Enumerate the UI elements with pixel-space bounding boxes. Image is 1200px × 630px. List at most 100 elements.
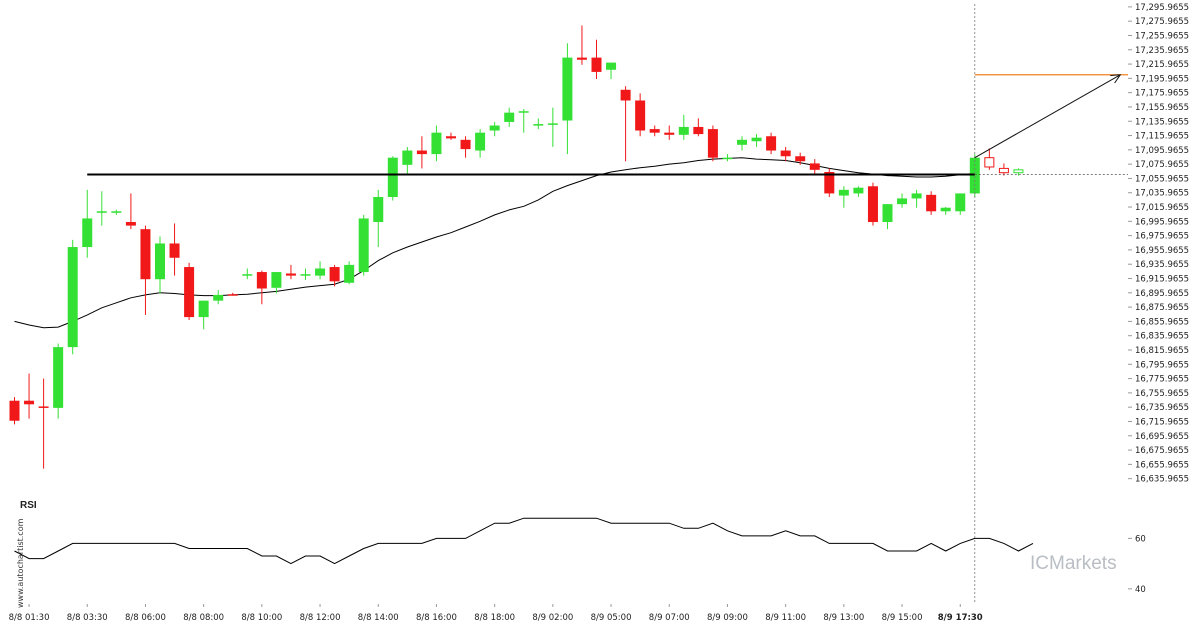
- candle: [737, 136, 747, 151]
- candle: [795, 152, 806, 165]
- price-tick-label: 17,255.9655: [1135, 31, 1189, 41]
- candle-body: [955, 193, 966, 212]
- candle: [780, 146, 791, 162]
- candle-body: [737, 139, 747, 145]
- candle-body: [431, 132, 442, 155]
- candle: [707, 125, 718, 162]
- main-panel: 17,295.9655 17,275.9655 17,255.9655 17,235.…: [9, 3, 1189, 604]
- candle-body: [897, 198, 908, 205]
- candle: [111, 209, 122, 215]
- rsi-tick-label: 40: [1135, 585, 1146, 595]
- watermark: www.autochartist.com: [16, 518, 25, 608]
- candle: [606, 62, 617, 80]
- candle: [315, 261, 326, 280]
- price-tick-label: 16,915.9655: [1135, 275, 1189, 285]
- price-tick-label: 16,895.9655: [1135, 289, 1189, 299]
- candle: [664, 125, 675, 140]
- candle-body: [853, 187, 864, 194]
- candle-body: [242, 274, 253, 276]
- candle-body: [867, 186, 878, 223]
- candle: [9, 397, 20, 425]
- candle-body: [707, 129, 718, 158]
- time-tick-label: 8/8 14:00: [358, 613, 399, 623]
- candle: [926, 191, 937, 215]
- time-tick-label: 8/8 06:00: [125, 613, 166, 623]
- candle-body: [184, 267, 195, 318]
- candle-body: [547, 123, 558, 125]
- rsi-panel: RSI 60 40 ICMarkets: [14, 500, 1146, 595]
- candle-body: [1013, 169, 1024, 174]
- price-tick-label: 16,775.9655: [1135, 375, 1189, 385]
- candle-body: [373, 197, 384, 223]
- candle: [897, 193, 908, 208]
- candle: [213, 289, 224, 305]
- brand-logo-suffix: Markets: [1049, 553, 1117, 574]
- candle-body: [125, 222, 136, 226]
- candle-body: [751, 137, 762, 142]
- candle-body: [926, 194, 937, 212]
- candle-body: [533, 124, 544, 126]
- candle: [591, 39, 602, 80]
- candle: [635, 93, 646, 137]
- candle: [460, 136, 471, 158]
- time-tick-label: 8/8 01:30: [9, 613, 50, 623]
- candle-body: [795, 156, 806, 162]
- price-tick-label: 17,035.9655: [1135, 189, 1189, 199]
- time-tick-label: 8/9 17:30: [938, 613, 983, 623]
- candle-body: [169, 243, 180, 258]
- time-tick-label: 8/9 02:00: [532, 613, 573, 623]
- time-tick-label: 8/9 09:00: [707, 613, 748, 623]
- candle: [504, 107, 515, 127]
- candle: [678, 114, 689, 140]
- candle-body: [53, 347, 64, 408]
- projection-arrow-head: [1110, 74, 1122, 84]
- candle-body: [693, 126, 704, 135]
- time-tick-label: 8/9 05:00: [591, 613, 632, 623]
- overlay-layer: [87, 4, 1128, 604]
- candle-body: [518, 111, 529, 113]
- candle: [838, 186, 849, 208]
- candle-body: [722, 157, 733, 160]
- candle: [155, 236, 165, 294]
- candle-body: [460, 139, 471, 150]
- time-tick-label: 8/9 13:00: [823, 613, 864, 623]
- price-tick-label: 17,275.9655: [1135, 17, 1189, 27]
- candle: [824, 168, 835, 198]
- candle: [227, 292, 238, 296]
- candle-body: [329, 267, 340, 282]
- candle: [285, 264, 296, 280]
- candle-body: [591, 57, 602, 72]
- price-tick-label: 16,815.9655: [1135, 346, 1189, 356]
- candle-body: [213, 294, 224, 301]
- price-axis: 17,295.9655 17,275.9655 17,255.9655 17,235.…: [1128, 3, 1189, 485]
- candle: [1013, 168, 1024, 176]
- price-tick-label: 17,175.9655: [1135, 89, 1189, 99]
- candle: [998, 163, 1009, 176]
- candle-body: [416, 150, 427, 155]
- time-tick-label: 8/9 11:00: [765, 613, 806, 623]
- candle-body: [780, 150, 791, 157]
- candle-body: [300, 274, 311, 276]
- price-tick-label: 16,695.9655: [1135, 432, 1189, 442]
- candle: [649, 125, 660, 137]
- time-tick-label: 8/8 18:00: [474, 613, 515, 623]
- candle-body: [838, 189, 849, 196]
- candle: [766, 132, 777, 155]
- brand-logo: ICMarkets: [1030, 553, 1117, 574]
- candle: [547, 107, 558, 147]
- projection-arrow-line: [974, 74, 1121, 159]
- candle: [271, 272, 282, 294]
- price-tick-label: 16,635.9655: [1135, 475, 1189, 485]
- price-tick-label: 16,655.9655: [1135, 460, 1189, 470]
- candle: [722, 154, 733, 162]
- candle: [533, 118, 544, 130]
- candle-body: [38, 406, 49, 408]
- candle-body: [562, 57, 573, 121]
- candle: [620, 86, 631, 162]
- candle-body: [446, 136, 456, 139]
- candle: [693, 118, 704, 137]
- candle-body: [9, 400, 20, 421]
- candle-body: [824, 171, 835, 194]
- candles-layer: [9, 25, 1024, 469]
- candle-body: [155, 243, 165, 280]
